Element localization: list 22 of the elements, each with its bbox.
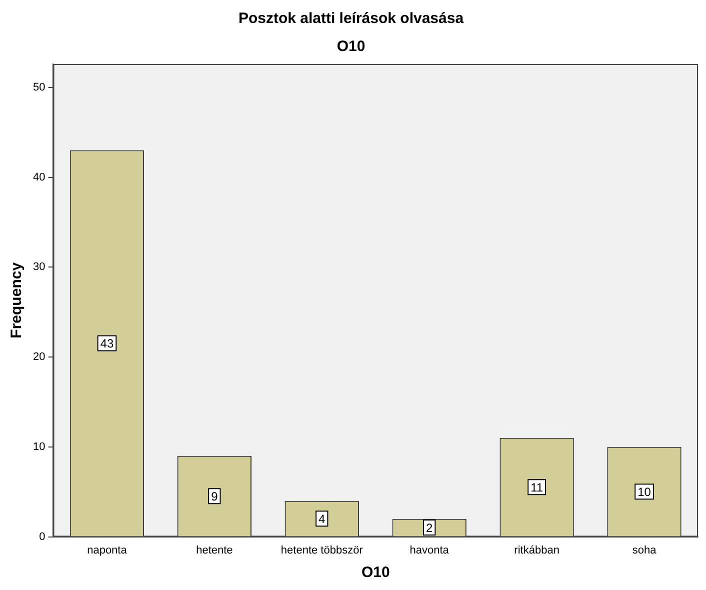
chart-title: Posztok alatti leírások olvasása <box>238 10 464 28</box>
chart-subtitle: O10 <box>336 38 366 56</box>
x-tick-label: ritkábban <box>514 544 560 556</box>
y-tick-label: 10 <box>32 440 46 453</box>
x-tick-label: naponta <box>87 544 128 556</box>
data-label: 10 <box>638 484 652 499</box>
data-label: 11 <box>530 480 544 494</box>
data-label: 2 <box>426 520 434 535</box>
data-label: 9 <box>211 489 218 504</box>
y-tick-label: 40 <box>32 171 46 184</box>
data-label: 43 <box>100 336 114 351</box>
y-tick-label: 0 <box>39 530 46 543</box>
x-tick-label: havonta <box>410 544 450 556</box>
x-axis-title: O10 <box>361 564 390 582</box>
y-tick-label: 20 <box>32 351 46 364</box>
x-tick-label: hetente többször <box>280 544 364 556</box>
y-tick-label: 30 <box>32 261 46 274</box>
x-tick-label: soha <box>632 544 658 556</box>
data-label: 4 <box>318 512 326 526</box>
y-tick-label: 50 <box>32 81 46 94</box>
y-axis-title: Frequency <box>8 262 26 338</box>
x-tick-label: hetente <box>196 544 233 556</box>
